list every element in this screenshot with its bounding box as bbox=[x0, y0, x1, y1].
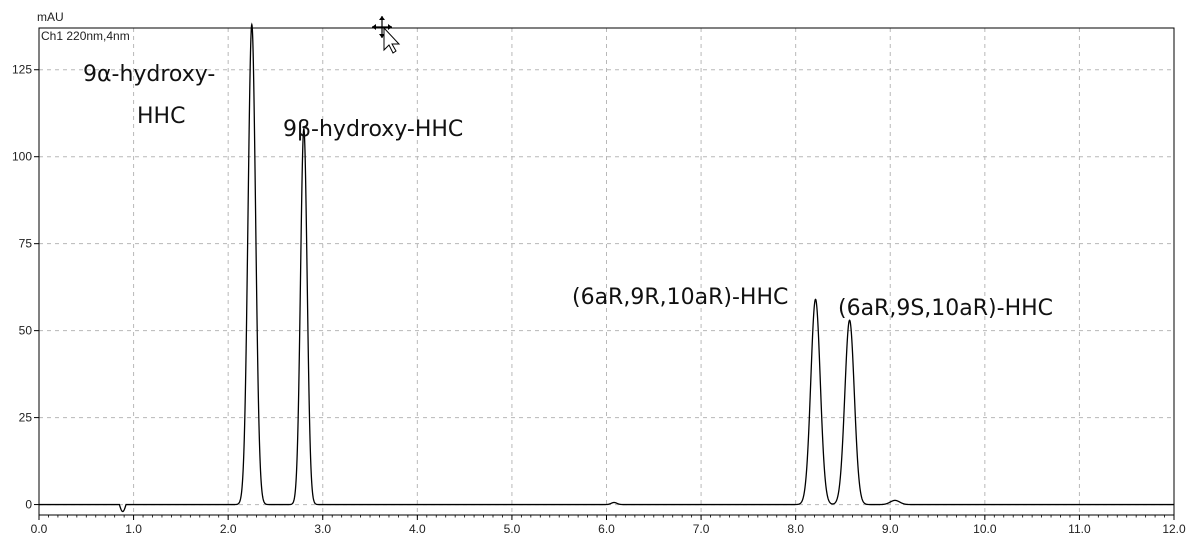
channel-label: Ch1 220nm,4nm bbox=[41, 29, 130, 43]
x-tick-label: 1.0 bbox=[125, 522, 142, 536]
y-tick-label: 0 bbox=[25, 498, 32, 512]
chromatogram-trace bbox=[39, 22, 1174, 513]
x-tick-label: 3.0 bbox=[314, 522, 331, 536]
x-tick-label: 12.0 bbox=[1162, 522, 1186, 536]
x-tick-label: 10.0 bbox=[973, 522, 997, 536]
y-tick-label: 100 bbox=[12, 150, 32, 164]
x-tick-label: 8.0 bbox=[787, 522, 804, 536]
y-tick-label: 25 bbox=[19, 411, 33, 425]
y-tick-label: 50 bbox=[19, 324, 33, 338]
peak-label-9alpha-line2: HHC bbox=[137, 104, 185, 129]
x-tick-label: 7.0 bbox=[693, 522, 710, 536]
x-tick-label: 5.0 bbox=[504, 522, 521, 536]
x-tick-label: 2.0 bbox=[220, 522, 237, 536]
x-tick-label: 0.0 bbox=[31, 522, 48, 536]
cursor-icon bbox=[372, 16, 401, 54]
x-tick-label: 6.0 bbox=[598, 522, 615, 536]
grid-lines bbox=[39, 28, 1174, 515]
axis-tick-labels: 0.0 1.0 2.0 3.0 4.0 5.0 6.0 7.0 8.0 9.0 10.0 11.0 12… bbox=[12, 63, 1186, 536]
x-tick-label: 4.0 bbox=[409, 522, 426, 536]
x-tick-label: 11.0 bbox=[1068, 522, 1091, 536]
y-tick-label: 125 bbox=[12, 63, 32, 77]
peak-label-6aR9S10aR: (6aR,9S,10aR)-HHC bbox=[838, 296, 1053, 321]
peak-label-9alpha-line1: 9α-hydroxy- bbox=[83, 62, 215, 87]
axis-ticks bbox=[34, 69, 1175, 520]
peak-label-9beta: 9β-hydroxy-HHC bbox=[283, 117, 463, 142]
y-unit-label: mAU bbox=[37, 10, 64, 24]
y-tick-label: 75 bbox=[19, 237, 33, 251]
x-tick-label: 9.0 bbox=[882, 522, 899, 536]
peak-label-6aR9R10aR: (6aR,9R,10aR)-HHC bbox=[572, 285, 788, 310]
